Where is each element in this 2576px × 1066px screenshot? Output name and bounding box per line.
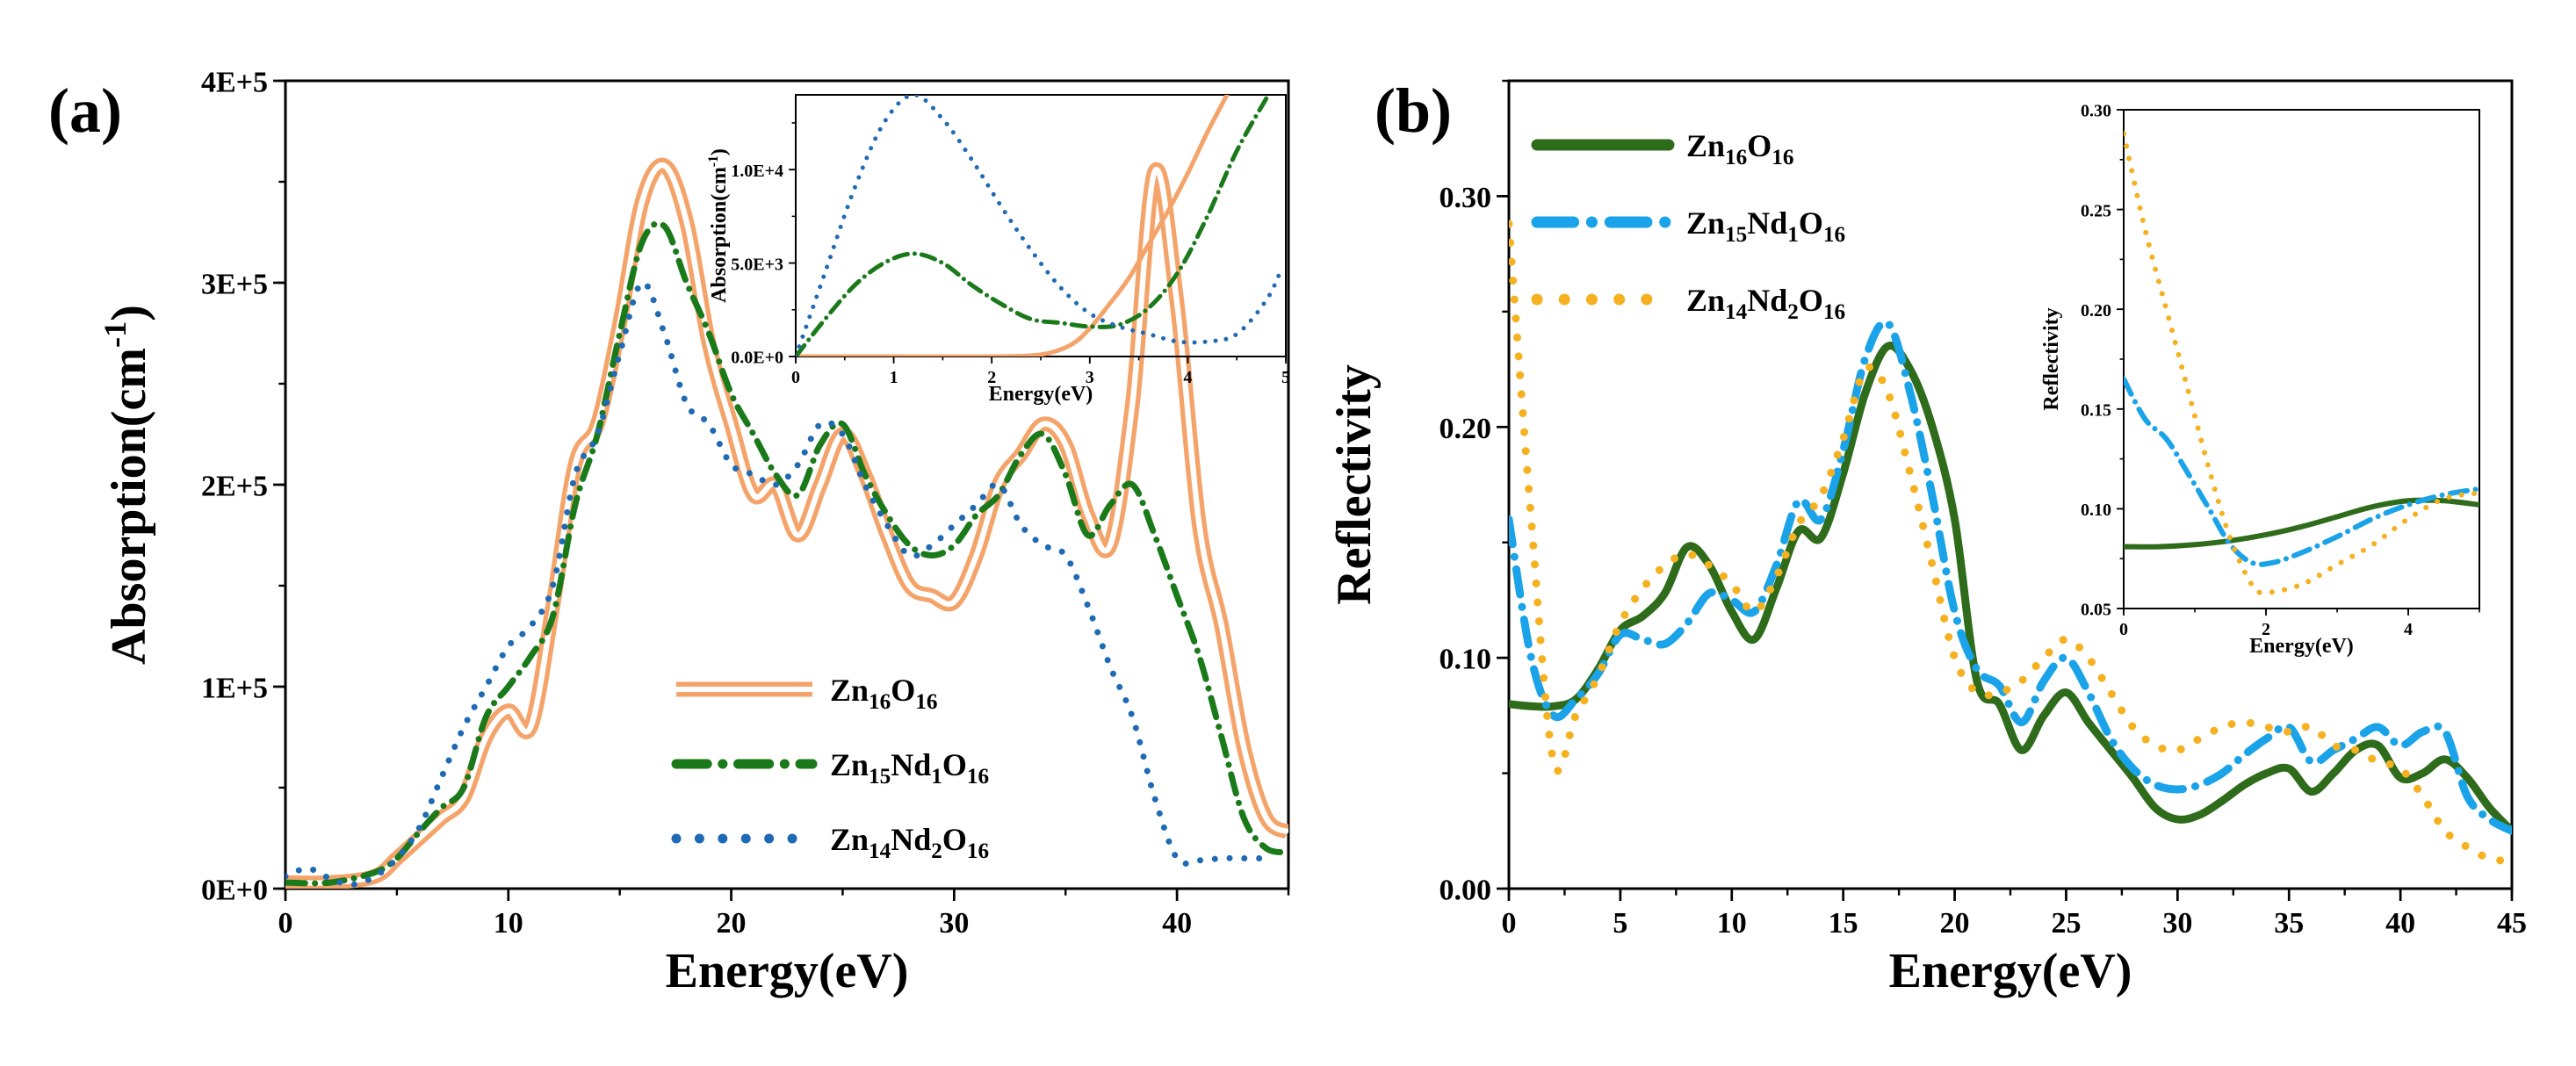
panel-b-x-tick-label: 35	[2274, 907, 2304, 940]
panel-b-x-tick-label: 45	[2497, 907, 2527, 940]
panel-b-inset-series-1	[2124, 376, 2479, 567]
panel-b: 0 5 10 15 20 25 30 35 40 450.000.100.200.30Energy…	[1327, 76, 2527, 998]
panel-a-inset-x-tick-label: 5	[1281, 368, 1290, 387]
panel-a-inset-x-axis-label: Energy(eV)	[989, 383, 1093, 406]
panel-a-x-tick-label: 20	[717, 907, 747, 940]
panel-a-inset-x-tick-label: 3	[1086, 368, 1094, 387]
panel-a-legend-item: Zn15Nd1O16	[671, 747, 989, 789]
panel-b-legend-label: Zn15Nd1O16	[1686, 205, 1845, 247]
panel-b-series-2-line	[1509, 220, 2512, 865]
panel-a-legend-label: Zn15Nd1O16	[830, 747, 989, 789]
panel-b-legend-label: Zn14Nd2O16	[1686, 283, 1845, 324]
panel-b-y-tick-label: 0.10	[1440, 644, 1492, 676]
panel-a-legend-item: Zn16O16	[676, 673, 937, 714]
panel-b-x-tick-label: 10	[1717, 907, 1747, 940]
panel-b-inset-y-axis-label: Reflectivity	[2040, 307, 2063, 410]
panel-a-inset-x-tick-label: 4	[1183, 368, 1192, 387]
panel-b-legend-item: Zn14Nd2O16	[1531, 283, 1845, 324]
panel-b-x-tick-label: 0	[1502, 907, 1517, 940]
panel-b-inset-x-tick-label: 2	[2262, 620, 2270, 639]
panel-b-label: (b)	[1375, 76, 1452, 146]
panel-a-legend-label: Zn16O16	[830, 673, 937, 714]
panel-b-inset-x-axis-label: Energy(eV)	[2249, 635, 2354, 658]
panel-b-x-tick-label: 15	[1829, 907, 1858, 940]
panel-a-inset-series-1	[796, 96, 1269, 357]
panel-a-series-1	[285, 220, 1288, 887]
panel-b-x-tick-label: 30	[2162, 907, 2192, 940]
panel-a-series-1-line	[285, 220, 1288, 887]
panel-b-inset-series-2-line	[2124, 131, 2479, 595]
panel-a-inset-plot-frame	[795, 94, 1287, 357]
panel-a-x-tick-label: 40	[1162, 907, 1192, 940]
panel-a-inset-x-tick-label: 0	[791, 368, 800, 387]
panel-a-y-tick-label: 0E+0	[201, 875, 268, 907]
panel-a-x-axis-label: Energy(eV)	[666, 944, 909, 998]
panel-a-inset-series-2-line	[796, 95, 1283, 357]
panel-b-series-1	[1509, 318, 2512, 835]
panel-b-legend-label: Zn16O16	[1686, 128, 1793, 169]
panel-b-inset-y-tick-label: 0.25	[2081, 201, 2111, 220]
panel-a-x-tick-label: 30	[939, 907, 969, 940]
panel-b-series-0	[1509, 342, 2512, 835]
panel-b-inset-x-tick-label: 4	[2404, 620, 2413, 639]
panel-a: 0 10 20 30 400E+01E+52E+53E+54E+5Energy(eV)A…	[48, 67, 1290, 998]
panel-b-legend-item: Zn15Nd1O16	[1531, 205, 1845, 247]
panel-b-y-axis-label: Reflectivity	[1327, 364, 1382, 605]
panel-a-inset-y-tick-label: 5.0E+3	[731, 255, 783, 274]
panel-b-legend: Zn16O16 Zn15Nd1O16 Zn14Nd2O16	[1531, 128, 1845, 324]
panel-a-legend-label: Zn14Nd2O16	[830, 822, 989, 863]
panel-b-x-tick-label: 5	[1613, 907, 1627, 940]
panel-a-inset-series-2	[796, 95, 1283, 357]
panel-b-inset-series-1-line	[2124, 376, 2479, 567]
panel-a-inset-series-0-line	[796, 95, 1230, 357]
panel-a-legend-item: Zn14Nd2O16	[671, 822, 989, 863]
panel-a-series-0	[285, 157, 1288, 889]
panel-b-series-0-line	[1509, 342, 2512, 835]
panel-a-inset-x-tick-label: 1	[890, 368, 898, 387]
panel-b-plot-frame	[1507, 79, 2514, 890]
panel-b-inset-series-2	[2124, 131, 2479, 595]
panel-a-inset-x-tick-label: 2	[987, 368, 996, 387]
panel-a-label: (a)	[48, 76, 122, 146]
panel-a-inset-series-0	[796, 95, 1230, 357]
panel-a-legend: Zn16O16 Zn15Nd1O16 Zn14Nd2O16	[671, 673, 989, 863]
panel-a-y-tick-label: 4E+5	[201, 67, 268, 99]
panel-a-x-tick-label: 0	[278, 907, 293, 940]
panel-b-x-tick-label: 20	[1940, 907, 1970, 940]
panel-b-y-tick-label: 0.00	[1440, 875, 1492, 907]
panel-b-x-axis-label: Energy(eV)	[1889, 944, 2132, 998]
panel-b-inset-x-tick-label: 0	[2119, 620, 2128, 639]
panel-b-series-1-line	[1509, 318, 2512, 835]
panel-a-x-tick-label: 10	[494, 907, 523, 940]
panel-b-y-tick-label: 0.30	[1440, 182, 1492, 214]
panel-a-series-0-line	[285, 157, 1288, 889]
panel-b-legend-item: Zn16O16	[1531, 128, 1793, 169]
panel-a-inset-series-1-line	[796, 96, 1269, 357]
panel-b-x-tick-label: 40	[2385, 907, 2415, 940]
panel-a-series-2-line	[285, 279, 1270, 888]
panel-a-y-tick-label: 1E+5	[201, 673, 268, 705]
panel-a-y-axis-label: Absorption(cm-1)	[97, 305, 156, 665]
panel-b-inset-y-tick-label: 0.05	[2081, 601, 2111, 620]
panel-a-y-tick-label: 3E+5	[201, 269, 268, 301]
panel-a-y-tick-label: 2E+5	[201, 471, 268, 503]
panel-b-series-2	[1509, 220, 2512, 865]
panel-a-series-2	[285, 279, 1270, 888]
panel-a-inset-y-tick-label: 1.0E+4	[731, 162, 783, 181]
panel-b-x-tick-label: 25	[2051, 907, 2081, 940]
panel-b-inset-y-tick-label: 0.15	[2081, 401, 2111, 421]
panel-b-inset-y-tick-label: 0.20	[2081, 301, 2111, 321]
panel-b-inset-y-tick-label: 0.30	[2081, 102, 2111, 121]
panel-b-inset-y-tick-label: 0.10	[2081, 501, 2111, 520]
panel-b-inset-plot-frame	[2123, 109, 2480, 609]
panel-b-inset: 0 2 4 0.05 0.10 0.15 0.20 0.25 0.30 Energy(eV) Ref…	[2040, 102, 2480, 658]
panel-b-y-tick-label: 0.20	[1440, 413, 1492, 445]
panel-a-inset-y-axis-label: Absorption(cm-1)	[706, 148, 731, 303]
panel-a-inset-y-tick-label: 0.0E+0	[731, 349, 783, 368]
panel-a-inset: 0 1 2 3 4 5 0.0E+0 5.0E+3 1.0E+4 Energy(eV) Absorp…	[706, 94, 1290, 406]
